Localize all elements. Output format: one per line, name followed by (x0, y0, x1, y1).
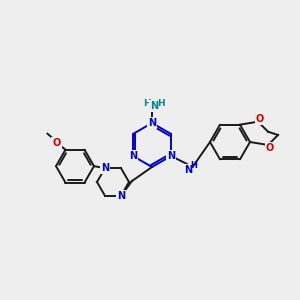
Text: H: H (190, 161, 197, 170)
Text: O: O (256, 114, 264, 124)
Text: N: N (117, 191, 125, 201)
Text: N: N (167, 151, 175, 161)
Text: H: H (157, 98, 165, 107)
Text: N: N (150, 101, 158, 111)
Text: O: O (52, 138, 61, 148)
Text: N: N (129, 151, 137, 161)
Text: N: N (148, 118, 156, 128)
Text: N: N (184, 165, 192, 175)
Text: H: H (143, 98, 151, 107)
Text: O: O (266, 143, 274, 153)
Text: N: N (101, 163, 109, 173)
